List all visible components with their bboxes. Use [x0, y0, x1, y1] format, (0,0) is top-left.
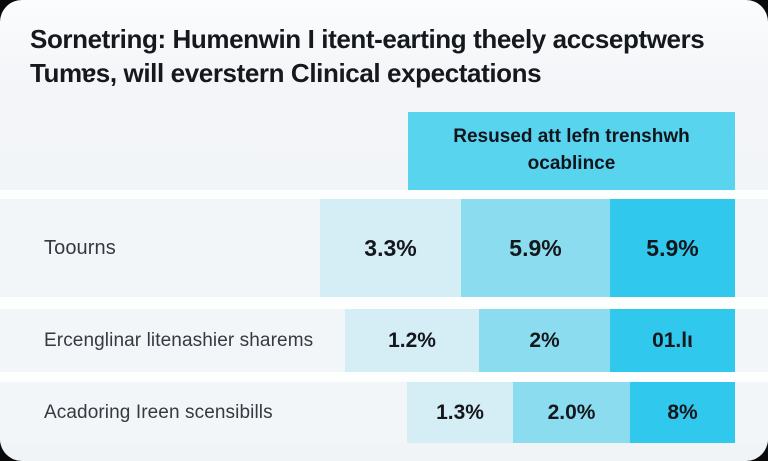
table-row-scensibills: Acadoring Ireen scensibills 1.3% 2.0% 8% [0, 382, 768, 443]
table-cell: 2% [479, 309, 610, 372]
row-label: Toourns [44, 236, 116, 259]
table-cell: 01.lι [610, 309, 735, 372]
table-cell: 1.3% [407, 382, 513, 443]
row-separator [0, 372, 768, 382]
row-separator [0, 190, 768, 199]
row-label: Acadoring Ireen scensibills [44, 401, 273, 423]
row-separator [0, 297, 768, 309]
column-header: Resused att lefn trenshwh ocablince [408, 112, 735, 190]
table-cell: 1.2% [345, 309, 479, 372]
table-cell: 5.9% [461, 199, 610, 297]
page-title-line2: Tumɐs, will everstern Clinical expectati… [30, 58, 542, 89]
table-cell: 3.3% [320, 199, 461, 297]
table-cell: 5.9% [610, 199, 735, 297]
row-label: Ercenglinar litenashier sharems [44, 329, 314, 351]
table-cell: 2.0% [513, 382, 630, 443]
page-title: Sornetring: Humenwin I itent-earting the… [30, 22, 740, 91]
table-row-tourns: Toourns 3.3% 5.9% 5.9% [0, 199, 768, 297]
table-row-sharems: Ercenglinar litenashier sharems 1.2% 2% … [0, 309, 768, 372]
table-cell: 8% [630, 382, 735, 443]
page-title-line1: Sornetring: Humenwin I itent-earting the… [30, 24, 705, 54]
